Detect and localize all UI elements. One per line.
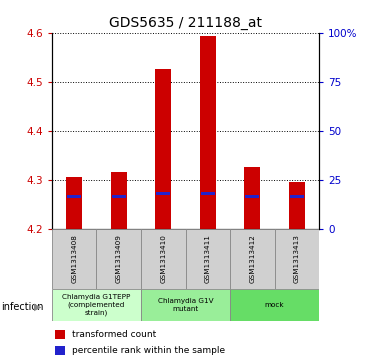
Text: GSM1313411: GSM1313411 [205,234,211,283]
FancyBboxPatch shape [141,289,230,321]
Text: ▶: ▶ [34,302,42,312]
Bar [245,195,259,198]
FancyBboxPatch shape [230,289,319,321]
FancyBboxPatch shape [52,289,141,321]
FancyBboxPatch shape [96,229,141,289]
Text: GSM1313410: GSM1313410 [160,234,166,283]
Bar [67,195,81,198]
Bar [156,192,170,195]
Bar [289,182,305,229]
Text: Chlamydia G1TEPP
(complemented
strain): Chlamydia G1TEPP (complemented strain) [62,294,131,316]
Text: transformed count: transformed count [72,330,156,339]
Text: Chlamydia G1V
mutant: Chlamydia G1V mutant [158,298,213,312]
Bar [200,36,216,229]
Title: GDS5635 / 211188_at: GDS5635 / 211188_at [109,16,262,30]
Bar [55,330,65,339]
Bar [55,346,65,355]
Bar [244,167,260,229]
Text: GSM1313412: GSM1313412 [249,234,255,283]
FancyBboxPatch shape [141,229,186,289]
Text: GSM1313408: GSM1313408 [71,234,77,283]
Bar [290,195,304,198]
Text: infection: infection [1,302,43,312]
Text: GSM1313413: GSM1313413 [294,234,300,283]
Text: percentile rank within the sample: percentile rank within the sample [72,346,225,355]
Text: mock: mock [265,302,284,308]
Bar [66,177,82,229]
FancyBboxPatch shape [230,229,275,289]
Bar [201,192,215,195]
FancyBboxPatch shape [52,229,96,289]
Text: GSM1313409: GSM1313409 [116,234,122,283]
FancyBboxPatch shape [186,229,230,289]
Bar [111,172,127,229]
Bar [112,195,126,198]
FancyBboxPatch shape [275,229,319,289]
Bar [155,69,171,229]
